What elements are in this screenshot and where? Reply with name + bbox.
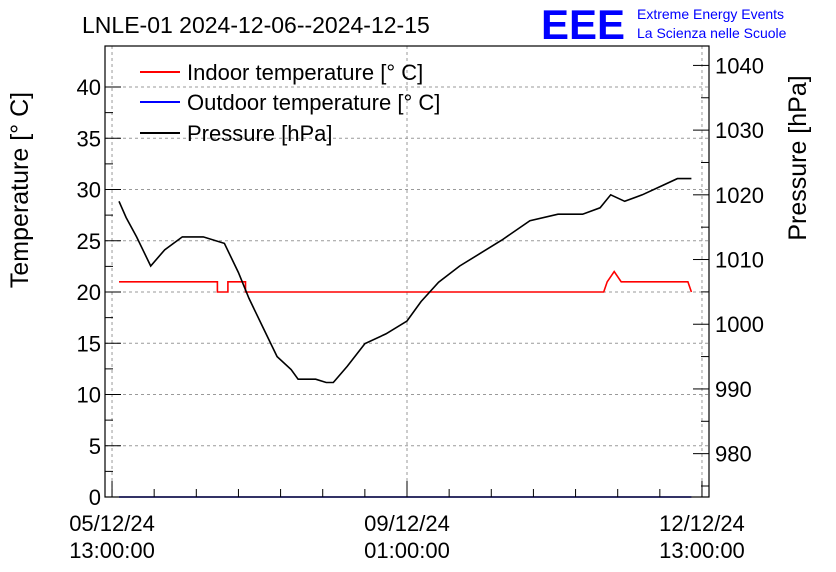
logo-line-1: Extreme Energy Events [637, 6, 784, 22]
right-tick-label: 980 [715, 442, 752, 467]
left-tick-label: 25 [77, 229, 101, 254]
x-axis: 05/12/2413:00:0009/12/2401:00:0012/12/24… [69, 481, 745, 563]
logo-line-2: La Scienza nelle Scuole [637, 25, 787, 41]
left-tick-label: 0 [89, 485, 101, 510]
right-axis-label: Pressure [hPa] [784, 75, 812, 240]
legend: Indoor temperature [° C] Outdoor tempera… [140, 60, 440, 146]
right-tick-label: 1000 [715, 312, 764, 337]
left-axis: 0 5 10 15 20 25 30 35 40 [77, 75, 121, 510]
indoor-temperature-line [119, 270, 693, 293]
left-tick-label: 15 [77, 331, 101, 356]
x-tick-label-time: 13:00:00 [659, 538, 745, 563]
pressure-line [118, 177, 692, 384]
right-tick-label: 1030 [715, 118, 764, 143]
left-tick-label: 30 [77, 178, 101, 203]
right-tick-label: 990 [715, 377, 752, 402]
x-tick-label-time: 13:00:00 [69, 538, 155, 563]
left-tick-label: 5 [89, 434, 101, 459]
x-tick-label-date: 12/12/24 [659, 511, 745, 536]
legend-label-outdoor: Outdoor temperature [° C] [187, 90, 440, 115]
right-tick-label: 1040 [715, 53, 764, 78]
x-tick-label-date: 05/12/24 [69, 511, 155, 536]
right-tick-label: 1020 [715, 183, 764, 208]
right-axis: 980 990 1000 1010 1020 1030 1040 [693, 53, 764, 487]
left-tick-label: 40 [77, 75, 101, 100]
left-tick-label: 10 [77, 383, 101, 408]
right-tick-label: 1010 [715, 248, 764, 273]
x-tick-label-time: 01:00:00 [364, 538, 450, 563]
series-lines [118, 177, 693, 498]
left-tick-label: 20 [77, 280, 101, 305]
legend-label-pressure: Pressure [hPa] [187, 121, 333, 146]
chart-title: LNLE-01 2024-12-06--2024-12-15 [82, 12, 430, 38]
left-tick-label: 35 [77, 126, 101, 151]
left-axis-label: Temperature [° C] [6, 92, 34, 288]
logo-mark: EEE [541, 1, 625, 48]
eee-logo: EEE Extreme Energy Events La Scienza nel… [541, 1, 787, 48]
legend-label-indoor: Indoor temperature [° C] [187, 60, 423, 85]
x-tick-label-date: 09/12/24 [364, 511, 450, 536]
